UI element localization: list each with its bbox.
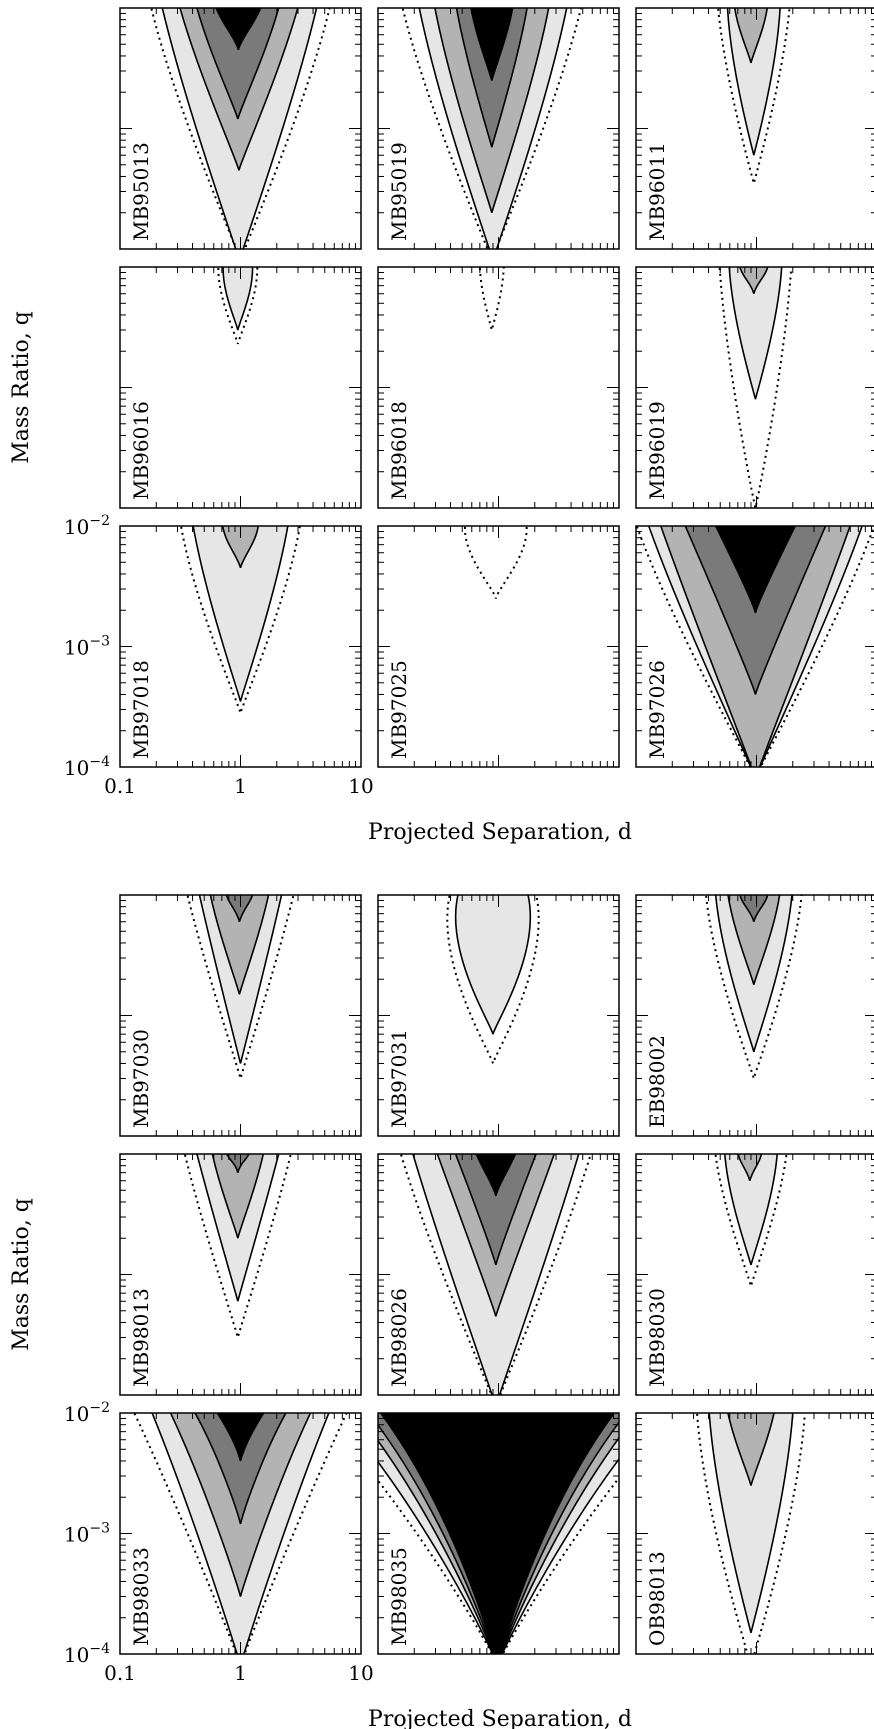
panel-mb97030: MB97030 [119, 894, 362, 1137]
contour-level-1 [726, 8, 781, 156]
panel-label: MB95013 [129, 142, 153, 241]
contour-group [718, 267, 793, 508]
contour-group [401, 8, 582, 249]
x-tick-label: 10 [348, 1661, 373, 1685]
contour-group [399, 1154, 592, 1395]
y-axis-label: Mass Ratio, q [9, 1198, 34, 1351]
panel-label: MB96019 [645, 401, 669, 500]
contour-group [714, 1154, 788, 1287]
contour-level-1 [192, 526, 289, 702]
contour-level-3 [196, 8, 280, 120]
panel-mb98013: MB98013 [119, 1153, 362, 1396]
contour-level-3 [454, 1154, 537, 1266]
panel-ob98013: OB98013 [635, 1412, 874, 1655]
panel-label: OB98013 [645, 1551, 669, 1646]
panel-mb96011: MB96011 [635, 7, 874, 250]
contour-group [378, 1413, 619, 1654]
contour-group [150, 8, 331, 249]
contour-level-4 [714, 526, 797, 614]
panel-mb97018: MB97018 0.1 1 10 10−2 10−3 10−4 [64, 513, 374, 798]
contour-level-0 [478, 267, 505, 331]
contour-level-2 [727, 1413, 775, 1486]
x-tick-label: 0.1 [104, 1661, 136, 1685]
contour-level-2 [734, 8, 768, 64]
contour-group [717, 8, 791, 184]
panel-mb98035: MB98035 [377, 1412, 620, 1655]
contour-level-3 [194, 1413, 287, 1525]
panel-label: MB97026 [645, 660, 669, 759]
panel-label: MB95019 [387, 142, 411, 241]
panel-mb96016: MB96016 [119, 266, 362, 509]
contour-level-2 [727, 895, 781, 985]
panel-label: MB97025 [387, 660, 411, 759]
contour-group [183, 1154, 292, 1338]
panel-mb96019: MB96019 [635, 266, 874, 509]
contour-level-1 [724, 1154, 778, 1266]
contour-group [705, 895, 803, 1079]
y-tick-label: 10−4 [64, 1641, 110, 1667]
contour-level-1 [454, 895, 532, 1035]
panel-label: MB98013 [129, 1288, 153, 1387]
panel-eb98002: EB98002 [635, 894, 874, 1137]
x-tick-label: 1 [234, 774, 247, 798]
contour-group [446, 895, 540, 1064]
contour-level-2 [222, 526, 259, 569]
panel-label: MB98035 [387, 1547, 411, 1646]
panel-mb98033: MB98033 0.1 1 10 10−2 10−3 10−4 [64, 1400, 374, 1685]
contour-level-4 [215, 8, 262, 51]
panel-label: MB96018 [387, 401, 411, 500]
contour-level-1 [728, 267, 783, 400]
contour-group [133, 1413, 348, 1654]
panel-mb95013: MB95013 [119, 7, 362, 250]
contour-group [636, 526, 874, 767]
x-tick-label: 0.1 [104, 774, 136, 798]
contour-level-2 [209, 895, 270, 995]
contour-level-2 [737, 1154, 763, 1181]
panel-label: MB97030 [129, 1029, 153, 1128]
panel-label: MB98026 [387, 1288, 411, 1387]
contour-level-3 [225, 1154, 250, 1173]
panel-label: MB97018 [129, 660, 153, 759]
panel-mb98026: MB98026 [377, 1153, 620, 1396]
contour-level-4 [475, 1154, 517, 1196]
y-tick-label: 10−4 [64, 754, 110, 780]
panel-label: MB96016 [129, 401, 153, 500]
contour-level-1 [708, 1413, 794, 1633]
panel-mb98030: MB98030 [635, 1153, 874, 1396]
panel-mb96018: MB96018 [377, 266, 620, 509]
contour-group [696, 1413, 806, 1654]
y-tick-label: 10−3 [64, 1521, 110, 1547]
contour-level-2 [739, 267, 769, 294]
panel-mb97026: MB97026 [635, 525, 874, 768]
contour-group [186, 895, 295, 1079]
panel-mb97025: MB97025 [377, 525, 620, 768]
x-tick-label: 10 [348, 774, 373, 798]
contour-level-0 [463, 526, 528, 599]
contour-level-3 [739, 895, 769, 922]
contour-group [180, 526, 301, 714]
y-tick-label: 10−2 [64, 1400, 110, 1426]
contour-group [463, 526, 528, 599]
contour-level-4 [379, 1413, 616, 1654]
x-axis-label: Projected Separation, d [368, 820, 632, 845]
panel-label: MB98033 [129, 1547, 153, 1646]
y-axis-label: Mass Ratio, q [9, 311, 34, 464]
y-tick-label: 10−2 [64, 513, 110, 539]
contour-group [217, 267, 259, 345]
panel-label: EB98002 [645, 1035, 669, 1128]
y-tick-label: 10−3 [64, 634, 110, 660]
contour-level-4 [470, 8, 514, 81]
panel-mb97031: MB97031 [377, 894, 620, 1137]
x-axis-label: Projected Separation, d [368, 1707, 632, 1729]
contour-group [478, 267, 505, 331]
panel-label: MB97031 [387, 1029, 411, 1128]
panel-label: MB96011 [645, 142, 669, 241]
contour-level-4 [216, 1413, 265, 1462]
contour-level-1 [222, 267, 254, 331]
panel-mb95019: MB95019 [377, 7, 620, 250]
x-tick-label: 1 [234, 1661, 247, 1685]
panel-label: MB98030 [645, 1288, 669, 1387]
contour-level-2 [211, 1154, 265, 1239]
